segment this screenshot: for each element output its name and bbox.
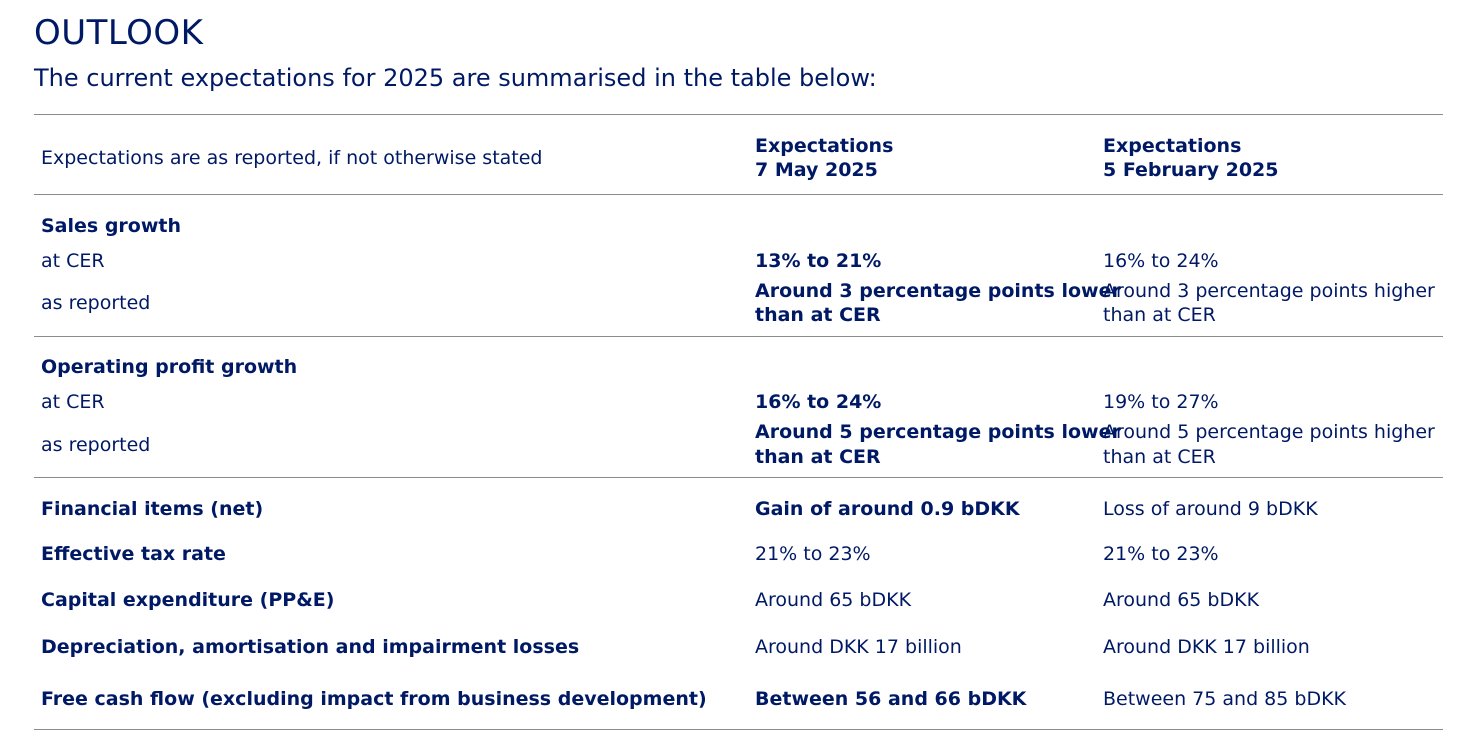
capital-expenditure-feb: Around 65 bDKK: [1103, 589, 1260, 611]
capital-expenditure-label: Capital expenditure (PP&E): [41, 589, 335, 611]
sales-growth-label: Sales growth: [41, 215, 182, 237]
header-feb-line1: Expectations: [1103, 135, 1242, 157]
operating-profit-reported-may-line1: Around 5 percentage points lower: [755, 421, 1121, 443]
sales-growth-reported-label: as reported: [41, 292, 151, 314]
effective-tax-rate-feb: 21% to 23%: [1103, 543, 1219, 565]
operating-profit-reported-may-line2: than at CER: [755, 446, 881, 468]
free-cash-flow-feb: Between 75 and 85 bDKK: [1103, 688, 1347, 710]
sales-growth-reported-feb-line1: Around 3 percentage points higher: [1103, 280, 1435, 302]
operating-profit-cer-may: 16% to 24%: [755, 391, 882, 413]
sales-growth-cer-may: 13% to 21%: [755, 250, 882, 272]
depreciation-feb: Around DKK 17 billion: [1103, 636, 1310, 658]
sales-growth-cer-label: at CER: [41, 250, 105, 272]
header-may-line1: Expectations: [755, 135, 894, 157]
effective-tax-rate-label: Effective tax rate: [41, 543, 226, 565]
free-cash-flow-label: Free cash flow (excluding impact from bu…: [41, 688, 707, 710]
sales-growth-cer-feb: 16% to 24%: [1103, 250, 1219, 272]
financial-items-feb: Loss of around 9 bDKK: [1103, 498, 1318, 520]
operating-profit-cer-feb: 19% to 27%: [1103, 391, 1219, 413]
depreciation-may: Around DKK 17 billion: [755, 636, 962, 658]
table-header-rule: [34, 194, 1443, 195]
sales-growth-rule: [34, 336, 1443, 337]
capital-expenditure-may: Around 65 bDKK: [755, 589, 912, 611]
page-subtitle: The current expectations for 2025 are su…: [34, 64, 877, 92]
table-bottom-rule: [34, 729, 1443, 730]
table-header-note: Expectations are as reported, if not oth…: [41, 147, 543, 169]
depreciation-label: Depreciation, amortisation and impairmen…: [41, 636, 580, 658]
financial-items-label: Financial items (net): [41, 498, 264, 520]
header-may-line2: 7 May 2025: [755, 159, 878, 181]
page-title: OUTLOOK: [34, 13, 204, 53]
sales-growth-reported-feb-line2: than at CER: [1103, 304, 1216, 326]
header-feb-line2: 5 February 2025: [1103, 159, 1279, 181]
operating-profit-reported-feb-line2: than at CER: [1103, 446, 1216, 468]
operating-profit-rule: [34, 477, 1443, 478]
operating-profit-cer-label: at CER: [41, 391, 105, 413]
effective-tax-rate-may: 21% to 23%: [755, 543, 871, 565]
financial-items-may: Gain of around 0.9 bDKK: [755, 498, 1020, 520]
sales-growth-reported-may-line1: Around 3 percentage points lower: [755, 280, 1121, 302]
table-top-rule: [34, 114, 1443, 115]
operating-profit-reported-label: as reported: [41, 434, 151, 456]
operating-profit-reported-feb-line1: Around 5 percentage points higher: [1103, 421, 1435, 443]
free-cash-flow-may: Between 56 and 66 bDKK: [755, 688, 1027, 710]
sales-growth-reported-may-line2: than at CER: [755, 304, 881, 326]
operating-profit-growth-label: Operating profit growth: [41, 356, 298, 378]
